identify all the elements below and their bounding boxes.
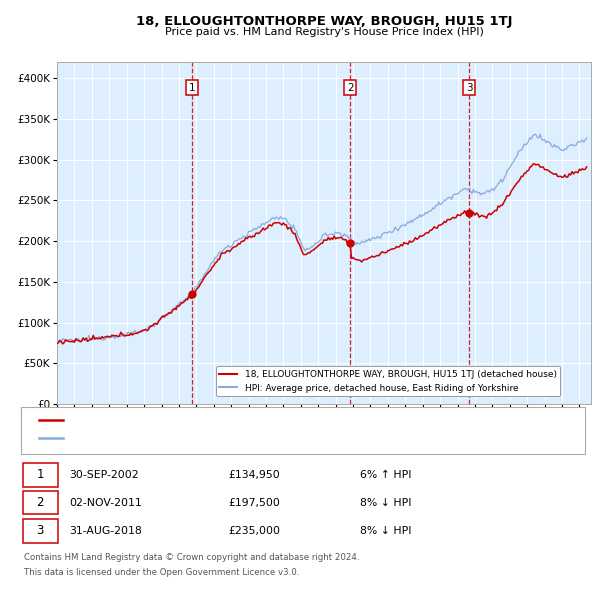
Text: Contains HM Land Registry data © Crown copyright and database right 2024.: Contains HM Land Registry data © Crown c… — [24, 553, 359, 562]
Text: 2: 2 — [347, 83, 353, 93]
Text: 18, ELLOUGHTONTHORPE WAY, BROUGH, HU15 1TJ: 18, ELLOUGHTONTHORPE WAY, BROUGH, HU15 1… — [136, 15, 512, 28]
Text: 3: 3 — [466, 83, 472, 93]
Text: 8% ↓ HPI: 8% ↓ HPI — [360, 526, 412, 536]
Text: Price paid vs. HM Land Registry's House Price Index (HPI): Price paid vs. HM Land Registry's House … — [164, 27, 484, 37]
Text: 18, ELLOUGHTONTHORPE WAY, BROUGH, HU15 1TJ (detached house): 18, ELLOUGHTONTHORPE WAY, BROUGH, HU15 1… — [69, 415, 409, 425]
Text: 8% ↓ HPI: 8% ↓ HPI — [360, 498, 412, 507]
Text: 02-NOV-2011: 02-NOV-2011 — [69, 498, 142, 507]
Text: HPI: Average price, detached house, East Riding of Yorkshire: HPI: Average price, detached house, East… — [69, 433, 365, 442]
Text: 1: 1 — [37, 468, 44, 481]
Text: £235,000: £235,000 — [228, 526, 280, 536]
Text: £197,500: £197,500 — [228, 498, 280, 507]
Text: 6% ↑ HPI: 6% ↑ HPI — [360, 470, 412, 480]
Text: 2: 2 — [37, 496, 44, 509]
Text: 3: 3 — [37, 525, 44, 537]
Text: 30-SEP-2002: 30-SEP-2002 — [69, 470, 139, 480]
Legend: 18, ELLOUGHTONTHORPE WAY, BROUGH, HU15 1TJ (detached house), HPI: Average price,: 18, ELLOUGHTONTHORPE WAY, BROUGH, HU15 1… — [216, 366, 560, 396]
Text: £134,950: £134,950 — [228, 470, 280, 480]
Text: 1: 1 — [188, 83, 195, 93]
Text: 31-AUG-2018: 31-AUG-2018 — [69, 526, 142, 536]
Text: This data is licensed under the Open Government Licence v3.0.: This data is licensed under the Open Gov… — [24, 568, 299, 577]
